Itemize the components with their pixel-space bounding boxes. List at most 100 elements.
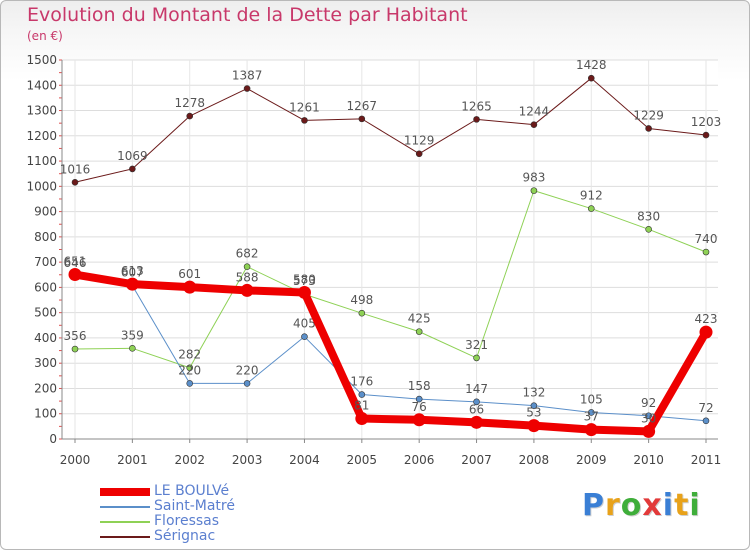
data-label: 1261 [289, 100, 320, 114]
data-label: 220 [236, 363, 259, 377]
data-point [186, 380, 194, 387]
x-tick-label: 2008 [519, 453, 550, 467]
data-label: 282 [178, 348, 201, 362]
legend-label: LE BOULVé [154, 483, 230, 499]
data-label: 37 [584, 410, 599, 424]
data-label: 72 [698, 401, 713, 415]
y-tick-label: 1000 [26, 179, 57, 193]
data-label: 1278 [174, 96, 205, 110]
data-point [473, 398, 480, 406]
x-tick-label: 2004 [289, 453, 320, 467]
data-point [587, 205, 595, 212]
x-tick-label: 2002 [174, 453, 205, 467]
data-point [355, 412, 369, 426]
proxiti-logo: Proxiti [582, 488, 701, 523]
data-label: 425 [408, 312, 431, 326]
data-label: 92 [641, 396, 656, 410]
data-point [530, 187, 538, 194]
legend-label: Saint-Matré [154, 498, 235, 514]
data-label: 158 [408, 379, 431, 393]
data-point [129, 165, 136, 173]
x-tick-label: 2000 [60, 453, 91, 467]
data-label: 76 [412, 400, 427, 414]
data-point [527, 419, 541, 433]
data-label: 601 [178, 267, 201, 281]
y-tick-label: 600 [34, 280, 57, 294]
data-label: 1265 [461, 99, 492, 113]
legend-item: Sérignac [100, 528, 300, 544]
legend-swatch [100, 536, 150, 538]
legend-swatch [100, 506, 150, 508]
data-point [183, 280, 197, 294]
data-point [297, 285, 311, 299]
data-point [71, 345, 79, 353]
logo-letter: r [605, 488, 621, 523]
data-point [699, 325, 713, 339]
data-label: 1267 [347, 99, 378, 113]
data-point [129, 344, 136, 352]
data-label: 983 [522, 171, 545, 185]
data-label: 105 [580, 392, 603, 406]
data-label: 1229 [633, 108, 664, 122]
series-line [74, 77, 707, 183]
data-label: 423 [695, 312, 718, 326]
data-point [186, 112, 194, 120]
data-point [415, 328, 423, 335]
y-tick-label: 1200 [26, 129, 57, 143]
chart-legend: LE BOULVé Saint-Matré Floressas Sérignac [100, 483, 300, 544]
y-tick-label: 1500 [26, 53, 57, 67]
data-point [645, 125, 652, 132]
data-label: 1387 [232, 69, 263, 83]
data-point [470, 415, 484, 429]
legend-item: LE BOULVé [100, 483, 300, 499]
data-point [473, 354, 480, 362]
x-tick-label: 2005 [347, 453, 378, 467]
data-label: 1129 [404, 134, 435, 148]
x-tick-label: 2003 [232, 453, 263, 467]
y-tick-label: 500 [34, 306, 57, 320]
data-point [415, 150, 423, 158]
data-label: 1203 [691, 115, 722, 129]
legend-label: Sérignac [154, 528, 216, 544]
data-label: 359 [121, 328, 144, 342]
logo-letter: i [689, 488, 701, 523]
data-label: 498 [350, 293, 373, 307]
chart-subtitle: (en €) [27, 29, 63, 43]
data-point [702, 131, 710, 139]
data-point [186, 364, 194, 372]
data-label: 830 [637, 209, 660, 223]
data-point [587, 74, 595, 82]
y-tick-label: 400 [34, 331, 57, 345]
data-point [702, 417, 710, 425]
logo-letter: x [642, 488, 663, 523]
series-line [74, 275, 707, 422]
data-label: 132 [522, 386, 545, 400]
data-point [358, 115, 366, 123]
data-label: 580 [293, 272, 316, 286]
chart-title: Evolution du Montant de la Dette par Hab… [27, 4, 468, 26]
data-point [642, 424, 656, 438]
legend-item: Saint-Matré [100, 498, 300, 514]
data-label: 1428 [576, 58, 607, 72]
data-label: 912 [580, 189, 603, 203]
data-point [645, 225, 652, 233]
data-point [71, 178, 79, 186]
data-label: 1016 [60, 162, 91, 176]
data-label: 53 [526, 406, 541, 420]
y-tick-label: 700 [34, 255, 57, 269]
legend-item: Floressas [100, 513, 300, 529]
data-label: 147 [465, 382, 488, 396]
data-point [584, 423, 598, 437]
y-tick-label: 200 [34, 381, 57, 395]
data-point [240, 283, 254, 297]
y-tick-label: 0 [49, 432, 57, 446]
data-point [243, 85, 251, 92]
x-tick-label: 2007 [461, 453, 492, 467]
data-point [301, 333, 308, 340]
data-point [702, 248, 710, 256]
y-tick-label: 900 [34, 205, 57, 219]
data-point [243, 263, 251, 270]
y-tick-label: 1400 [26, 78, 57, 92]
y-tick-label: 800 [34, 230, 57, 244]
